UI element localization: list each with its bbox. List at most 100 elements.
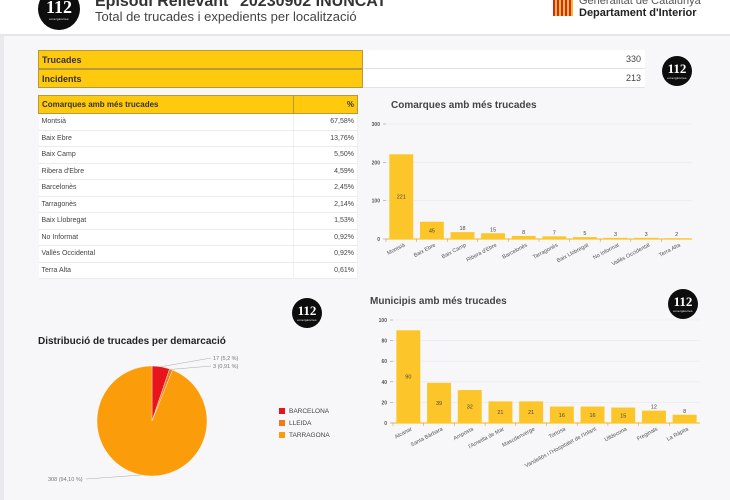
bar xyxy=(580,406,605,423)
pie-leader-line xyxy=(171,365,212,370)
legend-item: BARCELONA xyxy=(279,405,330,417)
kpi-incidents: Incidents 213 xyxy=(38,69,645,88)
legend-swatch xyxy=(279,420,285,426)
y-tick-label: 0 xyxy=(377,237,380,243)
comarca-name: No Informat xyxy=(38,229,295,246)
legend-label: LLEIDA xyxy=(289,419,312,427)
table-row: Terra Alta 0,61% xyxy=(38,262,358,279)
pie-slice-label: 17 (5,2 %) xyxy=(213,356,239,362)
data-label: 3 xyxy=(645,232,648,238)
bar xyxy=(611,407,636,423)
pie-slice xyxy=(96,365,208,477)
column-header-pct: % xyxy=(293,95,358,114)
112-logo: 112 emergències xyxy=(292,298,322,328)
legend-item: LLEIDA xyxy=(279,417,330,429)
table-row: Ribera d'Ebre 4,59% xyxy=(38,163,358,180)
y-tick-label: 20 xyxy=(381,400,387,406)
bar xyxy=(389,154,414,239)
comarca-name: Tarragonès xyxy=(38,196,295,213)
bar xyxy=(457,390,482,423)
page-subtitle: Total de trucades i expedients per local… xyxy=(95,9,357,24)
bar xyxy=(672,414,697,423)
comarca-name: Baix Camp xyxy=(38,146,295,164)
comarca-pct: 2,14% xyxy=(293,196,358,213)
bar xyxy=(488,401,513,423)
bar xyxy=(511,235,536,239)
y-tick-label: 40 xyxy=(381,380,387,386)
comarca-pct: 1,53% xyxy=(293,212,358,230)
comarca-name: Vallès Occidental xyxy=(38,245,295,263)
comarca-pct: 67,58% xyxy=(293,113,358,131)
data-label: 21 xyxy=(528,410,534,416)
chart-title-pie: Distribució de trucades per demarcació xyxy=(38,336,226,347)
data-label: 15 xyxy=(490,227,496,233)
y-tick-label: 300 xyxy=(372,122,381,128)
table-row: Baix Llobregat 1,53% xyxy=(38,212,358,230)
data-label: 21 xyxy=(497,410,503,416)
table-row: Montsià 67,58% xyxy=(38,113,358,131)
data-label: 3 xyxy=(614,232,617,238)
data-label: 39 xyxy=(436,401,442,407)
comarca-pct: 5,50% xyxy=(293,146,358,164)
pie-slice-label: 308 (94,10 %) xyxy=(48,477,83,483)
y-tick-label: 60 xyxy=(381,359,387,365)
bar xyxy=(603,237,628,239)
bar xyxy=(519,401,544,423)
comarques-table: Comarques amb més trucades % Montsià 67,5… xyxy=(37,95,358,279)
table-row: Baix Ebre 13,76% xyxy=(38,130,358,147)
bar xyxy=(664,238,689,239)
y-tick-label: 80 xyxy=(381,339,387,345)
table-row: Tarragonès 2,14% xyxy=(38,196,358,213)
data-label: 8 xyxy=(683,409,686,415)
pie-leader-line xyxy=(85,474,142,480)
bar xyxy=(450,232,475,239)
bar xyxy=(542,236,567,239)
comarca-name: Terra Alta xyxy=(38,262,295,279)
comarca-name: Baix Llobregat xyxy=(38,212,295,230)
112-logo: 112 emergències xyxy=(668,289,698,319)
data-label: 90 xyxy=(405,375,411,381)
table-row: No Informat 0,92% xyxy=(38,229,358,246)
bar xyxy=(634,237,659,239)
table-row: Baix Camp 5,50% xyxy=(38,146,358,164)
comarca-pct: 4,59% xyxy=(293,163,358,180)
comarca-pct: 0,92% xyxy=(293,229,358,246)
comarca-name: Ribera d'Ebre xyxy=(38,163,295,180)
chart-title-municipis: Municipis amb més trucades xyxy=(370,296,507,307)
legend-item: TARRAGONA xyxy=(279,429,330,441)
data-label: 2 xyxy=(675,232,678,238)
legend-swatch xyxy=(279,432,285,438)
data-label: 16 xyxy=(559,413,565,419)
legend-swatch xyxy=(279,408,285,414)
pie-leader-line xyxy=(160,357,212,367)
bar xyxy=(641,410,666,423)
data-label: 16 xyxy=(589,413,595,419)
kpi-trucades: Trucades 330 xyxy=(38,50,645,69)
data-label: 32 xyxy=(467,405,473,411)
comarca-pct: 13,76% xyxy=(293,130,358,147)
legend-label: TARRAGONA xyxy=(289,431,330,439)
data-label: 45 xyxy=(429,228,435,234)
data-label: 221 xyxy=(397,195,406,201)
page-title: Episodi Rellevant xyxy=(95,0,229,10)
bar xyxy=(396,330,421,423)
bar xyxy=(549,406,574,423)
y-tick-label: 200 xyxy=(372,160,381,166)
pie-slice-label: 3 (0,91 %) xyxy=(213,364,239,370)
y-tick-label: 0 xyxy=(384,421,387,427)
pie-legend: BARCELONA LLEIDA TARRAGONA xyxy=(279,405,330,441)
data-label: 8 xyxy=(522,230,525,236)
bar xyxy=(419,221,444,239)
comarca-name: Montsià xyxy=(38,113,295,131)
header: 112 emergències Episodi Rellevant 202309… xyxy=(0,0,730,36)
data-label: 18 xyxy=(459,226,465,232)
comarca-name: Baix Ebre xyxy=(38,130,295,147)
column-header-comarca: Comarques amb més trucades xyxy=(37,95,295,114)
episode-code: 20230902 INUNCAT xyxy=(240,0,387,10)
left-border xyxy=(0,36,4,500)
comarca-name: Barcelonès xyxy=(38,179,295,197)
comarca-pct: 0,61% xyxy=(293,262,358,279)
